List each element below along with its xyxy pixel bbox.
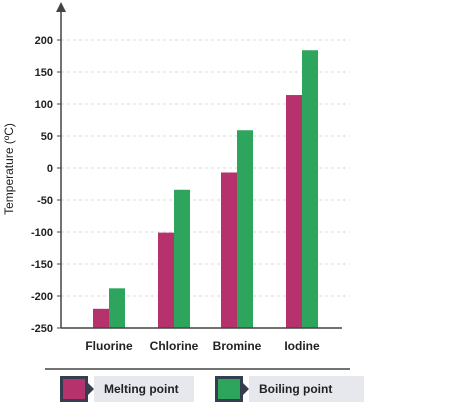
bar-boiling-fluorine (109, 288, 125, 328)
x-tick-labels: Fluorine Chlorine Bromine Iodine (85, 339, 320, 353)
y-tick-label: -50 (37, 195, 53, 207)
y-tick-label: -100 (31, 227, 53, 239)
bar-boiling-iodine (302, 50, 318, 329)
melting-swatch (60, 376, 88, 402)
axes (45, 2, 350, 370)
y-tick-label: 50 (41, 131, 53, 143)
y-tick-labels: 200 150 100 50 0 -50 -100 -150 -200 -250 (31, 35, 61, 335)
bar-melting-iodine (286, 95, 302, 328)
y-tick-label: 200 (35, 35, 53, 47)
legend-label-boiling: Boiling point (249, 376, 364, 402)
y-tick-label: -250 (31, 323, 53, 335)
grid-lines (61, 39, 350, 297)
y-tick-label: -150 (31, 259, 53, 271)
bar-melting-fluorine (93, 308, 109, 328)
x-tick-label: Chlorine (150, 339, 199, 353)
y-tick-label: 150 (35, 67, 53, 79)
legend-item-boiling: Boiling point (215, 376, 364, 402)
y-axis-title: Temperature (ºC) (2, 123, 16, 215)
legend-item-melting: Melting point (60, 376, 194, 402)
y-tick-label: 100 (35, 99, 53, 111)
bar-boiling-chlorine (174, 189, 190, 328)
bar-melting-bromine (221, 172, 237, 328)
y-tick-label: 0 (47, 163, 53, 175)
bars (93, 50, 318, 329)
legend-label-melting: Melting point (94, 376, 194, 402)
boiling-swatch (215, 376, 243, 402)
arrow-right-icon (88, 383, 94, 395)
y-tick-label: -200 (31, 291, 53, 303)
y-axis-arrow-icon (56, 2, 66, 12)
x-tick-label: Bromine (213, 339, 262, 353)
x-tick-label: Iodine (284, 339, 320, 353)
bar-melting-chlorine (158, 232, 174, 328)
x-tick-label: Fluorine (85, 339, 133, 353)
arrow-right-icon (243, 383, 249, 395)
bar-boiling-bromine (237, 130, 253, 328)
